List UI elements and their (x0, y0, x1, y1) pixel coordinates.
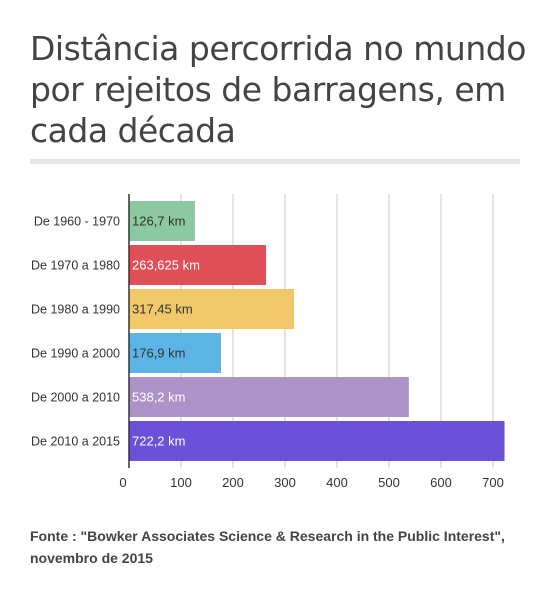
x-tick-label-400: 400 (326, 475, 348, 490)
category-label-1: De 1970 a 1980 (31, 259, 120, 273)
chart-title: Distância percorrida no mundo por rejeit… (30, 29, 526, 150)
bar-2 (129, 289, 295, 329)
bar-5 (129, 421, 505, 461)
category-label-3: De 1990 a 2000 (31, 347, 120, 361)
bar-4 (129, 377, 409, 417)
category-label-5: De 2010 a 2015 (31, 435, 120, 449)
x-tick-label-600: 600 (430, 475, 452, 490)
bar-3 (129, 333, 221, 373)
source-note: Fonte : "Bowker Associates Science & Res… (30, 528, 505, 566)
x-tick-label-200: 200 (222, 475, 244, 490)
bar-value-label-2: 317,45 km (132, 302, 193, 317)
x-tick-label-300: 300 (274, 475, 296, 490)
bar-1 (129, 245, 267, 285)
bar-value-label-4: 538,2 km (132, 390, 185, 405)
x-tick-label-100: 100 (170, 475, 192, 490)
category-label-0: De 1960 - 1970 (34, 215, 120, 229)
x-tick-label-700: 700 (482, 475, 504, 490)
bar-value-label-3: 176,9 km (132, 346, 185, 361)
category-label-4: De 2000 a 2010 (31, 391, 120, 405)
x-tick-label-500: 500 (378, 475, 400, 490)
x-tick-label-0: 0 (119, 475, 126, 490)
bar-value-label-1: 263,625 km (132, 258, 200, 273)
bar-value-label-5: 722,2 km (132, 434, 185, 449)
category-label-2: De 1980 a 1990 (31, 303, 120, 317)
bar-0 (129, 201, 195, 241)
bar-value-label-0: 126,7 km (132, 214, 185, 229)
title-divider (30, 159, 520, 164)
bar-chart: 126,7 km De 1960 - 1970 263,625 km De 1970 … (31, 194, 505, 490)
